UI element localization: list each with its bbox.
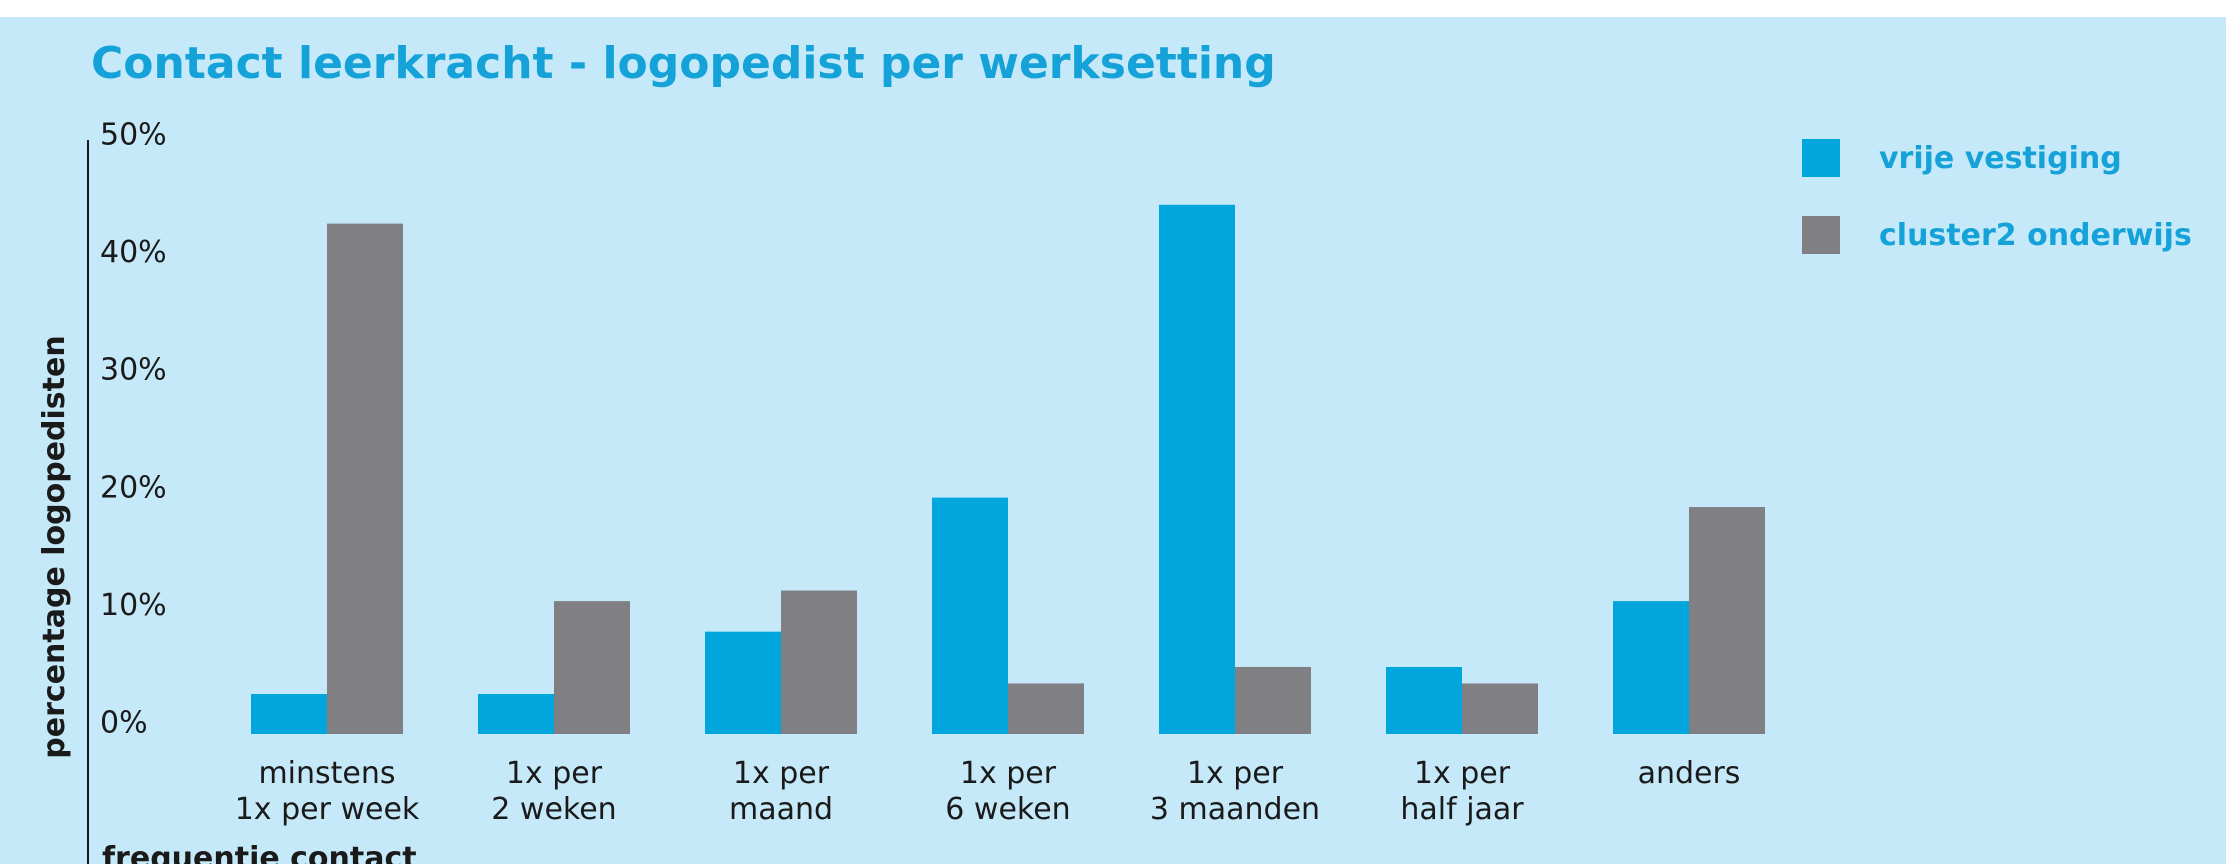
legend-swatch — [1802, 139, 1840, 177]
x-tick-label: minstens — [258, 756, 395, 791]
x-tick-label: 1x per — [1187, 756, 1284, 791]
bar — [327, 223, 403, 734]
x-tick-label: maand — [729, 792, 833, 827]
x-tick-label: 2 weken — [491, 792, 616, 827]
y-tick-label: 50% — [100, 118, 167, 153]
bar — [1689, 507, 1765, 734]
legend-label: vrije vestiging — [1879, 141, 2122, 176]
x-tick-label: half jaar — [1400, 792, 1524, 827]
bar — [1235, 666, 1311, 734]
x-tick-label: 1x per — [733, 756, 830, 791]
bar — [251, 694, 327, 734]
bar — [705, 631, 781, 734]
y-axis-label: percentage logopedisten — [37, 335, 72, 758]
bar — [1386, 666, 1462, 734]
x-tick-label: 1x per — [960, 756, 1057, 791]
chart-title: Contact leerkracht - logopedist per werk… — [91, 38, 1276, 89]
bar — [1613, 601, 1689, 734]
x-tick-label: 6 weken — [945, 792, 1070, 827]
legend-swatch — [1802, 216, 1840, 254]
x-tick-label: anders — [1638, 756, 1741, 791]
bar — [932, 497, 1008, 734]
bar — [781, 590, 857, 734]
bar — [478, 694, 554, 734]
x-tick-label: 3 maanden — [1150, 792, 1320, 827]
x-tick-label: 1x per — [1414, 756, 1511, 791]
bar — [1159, 204, 1235, 735]
y-tick-label: 20% — [100, 470, 167, 505]
legend-label: cluster2 onderwijs — [1879, 218, 2192, 253]
bar — [1462, 683, 1538, 734]
y-tick-label: 10% — [100, 588, 167, 623]
x-tick-label: 1x per — [506, 756, 603, 791]
x-tick-label: 1x per week — [235, 792, 420, 827]
bar — [1008, 683, 1084, 734]
y-tick-label: 30% — [100, 353, 167, 388]
y-tick-label: 40% — [100, 235, 167, 270]
bar — [554, 601, 630, 734]
x-axis-label: frequentie contact — [102, 841, 417, 864]
y-tick-label: 0% — [100, 706, 148, 741]
